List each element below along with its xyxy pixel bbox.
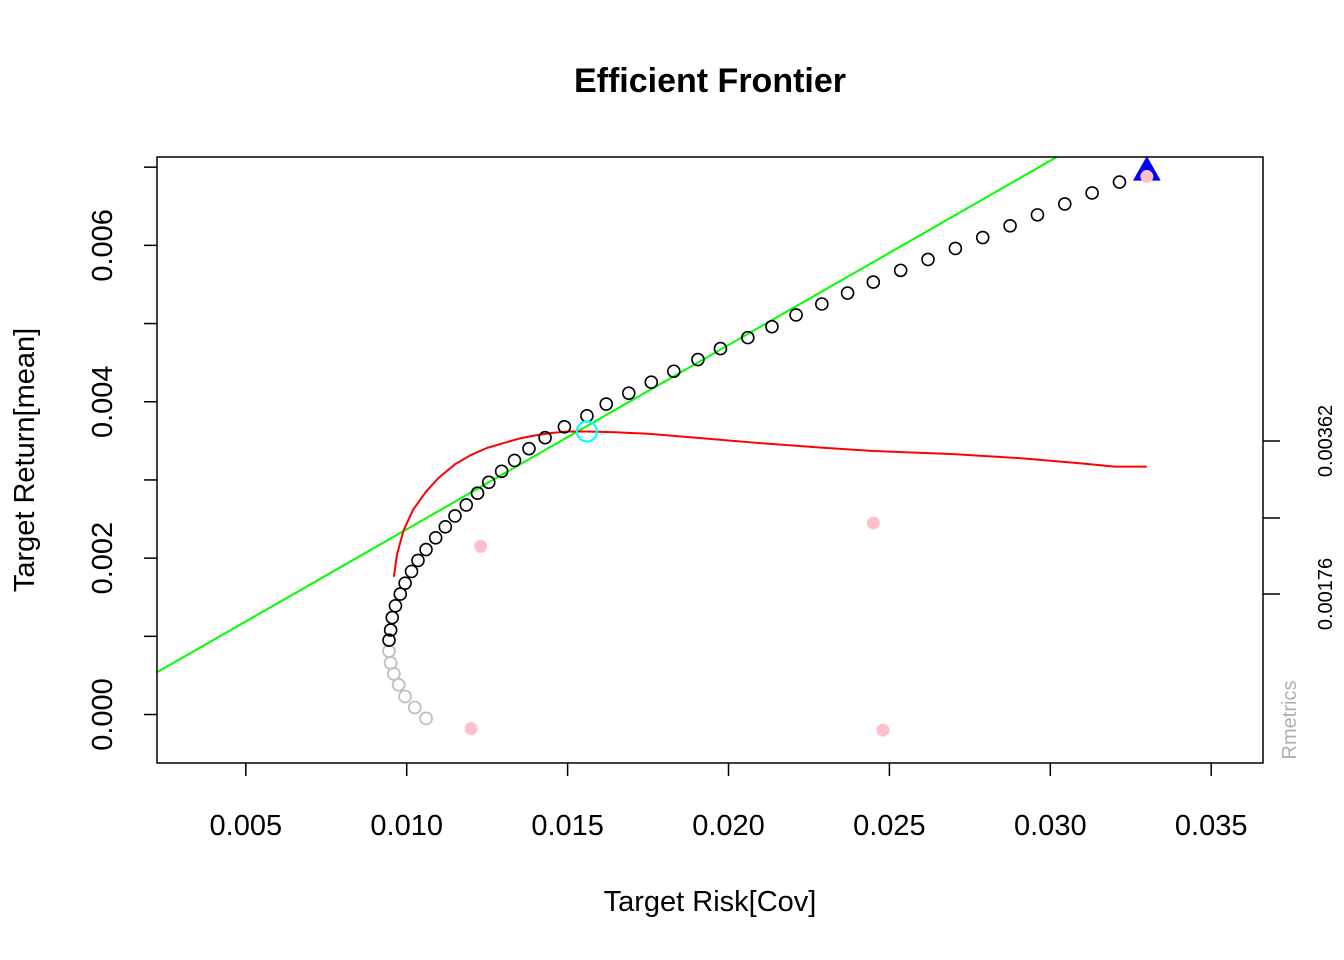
asset-point [464, 722, 478, 736]
frontier-point [975, 230, 990, 245]
frontier-point [1057, 197, 1072, 211]
frontier-point [385, 610, 400, 625]
frontier-point [1030, 208, 1045, 222]
rmetrics-watermark: Rmetrics [1279, 681, 1301, 760]
frontier-point [621, 386, 636, 400]
frontier-point [765, 319, 779, 334]
right-tick-label: 0.00176 [1315, 558, 1337, 630]
frontier-point [557, 419, 572, 434]
asset-point [474, 539, 488, 553]
asset-point [1140, 170, 1154, 184]
frontier-point [666, 364, 681, 379]
tangency-portfolio-point [575, 420, 599, 443]
frontier-point [948, 241, 963, 256]
frontier-point [644, 375, 659, 389]
frontier-point [393, 587, 408, 601]
x-tick-label: 0.035 [1175, 810, 1248, 842]
right-tick-label: 0.00362 [1315, 405, 1337, 477]
plot-area [157, 157, 1147, 674]
x-tick-label: 0.030 [1014, 810, 1087, 842]
chart-title: Efficient Frontier [574, 62, 846, 100]
frontier-point [599, 397, 614, 411]
inefficient-point [419, 711, 433, 726]
asset-point [866, 516, 880, 530]
frontier-point [428, 531, 443, 545]
frontier-point [522, 441, 536, 456]
frontier-point [459, 498, 474, 512]
frontier-point [580, 409, 594, 423]
x-tick-label: 0.020 [692, 810, 765, 842]
frontier-point [494, 464, 509, 479]
frontier-point [921, 252, 935, 267]
frontier-point [815, 297, 829, 311]
x-tick-label: 0.015 [531, 810, 604, 842]
y-axis-label: Target Return[mean] [9, 328, 41, 592]
frontier-point [419, 542, 433, 557]
axes-layer: 0.005 0.010 0.015 0.020 0.025 0.030 0.035 0.000… [87, 166, 1337, 842]
sharpe-ratio-curve [392, 430, 1147, 578]
frontier-point [1003, 219, 1017, 233]
y-tick-label: 0.002 [87, 522, 119, 595]
y-tick-label: 0.006 [87, 209, 119, 282]
frontier-point [840, 286, 855, 300]
frontier-point [1085, 186, 1099, 200]
y-tick-label: 0.004 [87, 365, 119, 438]
x-axis-label: Target Risk[Cov] [604, 886, 817, 918]
tangency-line [157, 157, 1058, 674]
frontier-point [1112, 175, 1127, 189]
frontier-point [866, 275, 881, 289]
frontier-point [893, 263, 908, 278]
frontier-point [388, 599, 403, 613]
plot-border [156, 156, 1264, 764]
x-tick-label: 0.010 [370, 810, 443, 842]
frontier-point [789, 308, 803, 322]
inefficient-point [398, 689, 413, 704]
frontier-point [404, 564, 419, 579]
frontier-point [713, 341, 728, 356]
frontier-point [481, 475, 496, 490]
frontier-point [538, 430, 552, 445]
inefficient-point [386, 666, 401, 681]
inefficient-point [407, 700, 422, 715]
frontier-point [448, 509, 462, 523]
frontier-point [507, 453, 522, 468]
frontier-point [691, 352, 705, 367]
x-tick-label: 0.025 [853, 810, 926, 842]
asset-point [876, 723, 890, 737]
frontier-point [438, 520, 453, 534]
frontier-point [741, 330, 755, 345]
frontier-point [470, 486, 485, 501]
frontier-point [411, 553, 425, 568]
frontier-point [382, 633, 396, 648]
marker-layer [382, 156, 1161, 737]
frontier-point [398, 576, 412, 590]
y-tick-label: 0.000 [87, 678, 119, 751]
x-tick-label: 0.005 [210, 810, 283, 842]
inefficient-point [391, 677, 406, 692]
